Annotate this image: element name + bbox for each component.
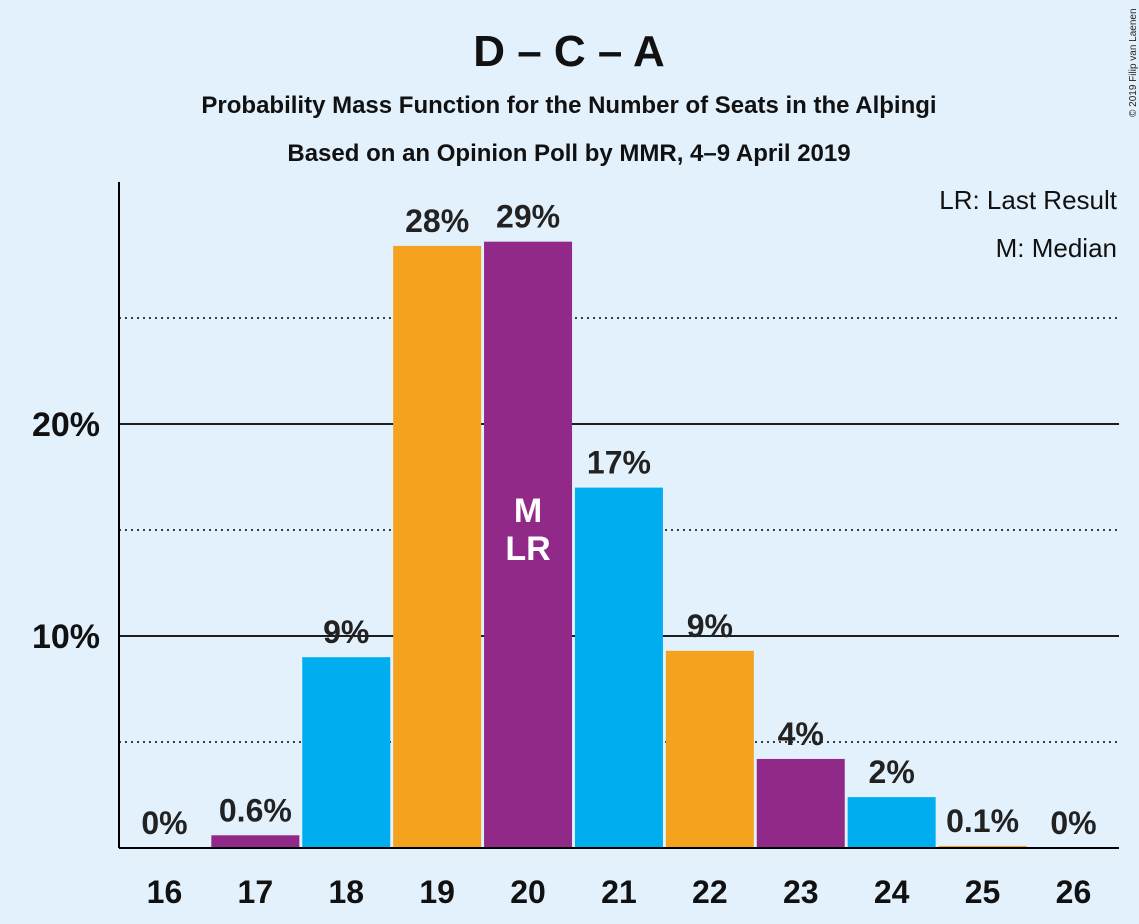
data-label-seats-17: 0.6% [219,792,292,828]
legend-last-result: LR: Last Result [939,185,1118,215]
bar-seats-22 [665,650,754,848]
chart-title: D – C – A [473,27,665,76]
bar-seats-19 [393,245,482,849]
x-tick-label: 23 [783,874,819,910]
bar-seats-17 [211,835,300,848]
bar-seats-23 [756,758,845,848]
bar-seats-21 [574,487,663,848]
bar-marker-m: M [514,492,542,530]
bars [211,241,1027,849]
data-label-seats-18: 9% [323,614,369,650]
chart-subtitle: Probability Mass Function for the Number… [201,92,936,119]
x-tick-label: 20 [510,874,546,910]
bar-seats-25 [938,845,1027,848]
x-tick-label: 16 [147,874,183,910]
data-label-seats-16: 0% [141,805,187,841]
data-label-seats-23: 4% [778,716,824,752]
legend-median: M: Median [996,233,1117,263]
y-axis-ticks: 10% 20% [32,406,100,656]
y-tick-label: 10% [32,618,100,656]
chart-subtitle-poll: Based on an Opinion Poll by MMR, 4–9 Apr… [287,140,850,167]
data-label-seats-26: 0% [1050,805,1096,841]
x-tick-label: 17 [238,874,274,910]
data-label-seats-19: 28% [405,203,469,239]
data-labels: 0% 0.6% 9% 28% 29% 17% 9% 4% 2% 0.1% 0% MLR [141,199,1096,841]
bar-seats-24 [847,797,936,848]
bar-seats-18 [302,657,391,848]
x-tick-label: 19 [419,874,455,910]
data-label-seats-20: 29% [496,199,560,235]
data-label-seats-24: 2% [869,754,915,790]
bar-seats-20 [484,241,573,848]
data-label-seats-25: 0.1% [946,803,1019,839]
copyright-text: © 2019 Filip van Laenen [1128,8,1139,117]
x-tick-label: 21 [601,874,637,910]
x-tick-label: 18 [328,874,364,910]
bar-marker-lr: LR [505,530,550,568]
data-label-seats-22: 9% [687,608,733,644]
x-tick-label: 24 [874,874,910,910]
data-label-seats-21: 17% [587,445,651,481]
x-tick-label: 25 [965,874,1001,910]
x-tick-label: 26 [1056,874,1092,910]
y-tick-label: 20% [32,406,100,444]
x-axis-ticks: 16 17 18 19 20 21 22 23 24 25 26 [147,874,1092,910]
x-tick-label: 22 [692,874,728,910]
